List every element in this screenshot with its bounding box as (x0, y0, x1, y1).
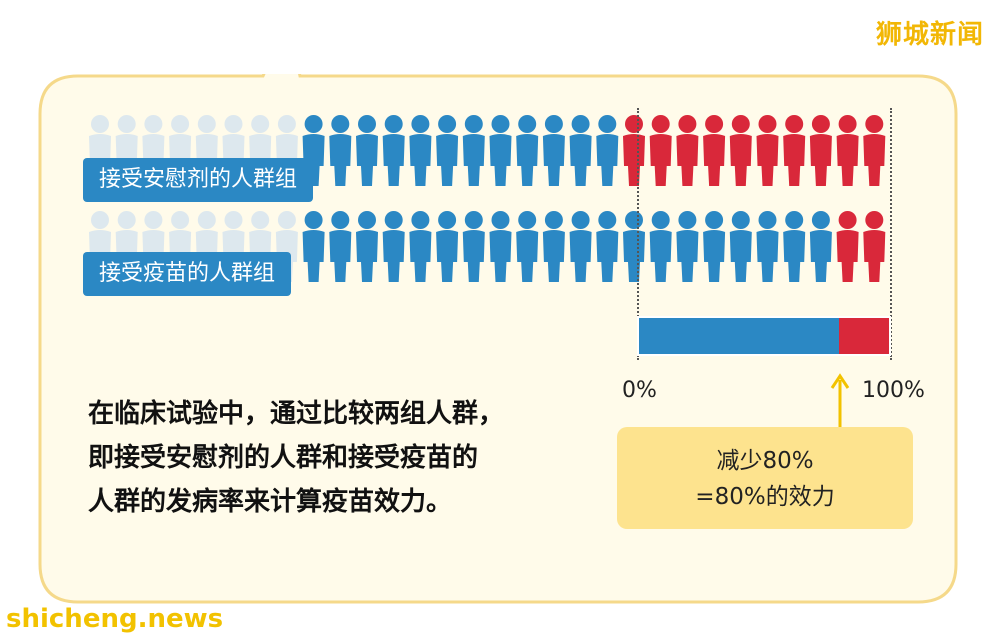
healthy-person-icon (596, 115, 619, 186)
sick-person-icon (676, 115, 699, 186)
placebo-group-label: 接受安慰剂的人群组 (83, 158, 314, 202)
callout-line-1: 减少80% (716, 448, 814, 474)
healthy-person-icon (596, 211, 619, 282)
healthy-person-icon (489, 115, 512, 186)
healthy-person-icon (329, 211, 352, 282)
healthy-person-icon (783, 211, 806, 282)
watermark-logo-bottom: shicheng.news (6, 604, 224, 634)
healthy-person-icon (489, 211, 512, 282)
sick-person-icon (703, 115, 726, 186)
healthy-person-icon (542, 115, 565, 186)
healthy-person-icon (436, 115, 459, 186)
vaccine-group-label: 接受疫苗的人群组 (83, 252, 292, 296)
healthy-person-icon (409, 115, 432, 186)
sick-person-icon (783, 115, 806, 186)
healthy-person-icon (436, 211, 459, 282)
healthy-person-icon (676, 211, 699, 282)
callout-line-2: =80%的效力 (695, 484, 835, 510)
scale-end-line (890, 108, 892, 360)
efficacy-bar (637, 316, 891, 356)
healthy-person-icon (516, 211, 539, 282)
scale-start-line (637, 108, 639, 360)
efficacy-callout: 减少80% =80%的效力 (617, 427, 913, 529)
healthy-person-icon (409, 211, 432, 282)
healthy-person-icon (703, 211, 726, 282)
description-text: 在临床试验中，通过比较两组人群， 即接受安慰剂的人群和接受疫苗的 人群的发病率来… (88, 392, 588, 524)
sick-person-icon (729, 115, 752, 186)
reduction-segment (639, 318, 839, 354)
healthy-person-icon (729, 211, 752, 282)
healthy-person-icon (649, 211, 672, 282)
healthy-person-icon (569, 115, 592, 186)
healthy-person-icon (623, 211, 645, 282)
healthy-person-icon (302, 211, 325, 282)
sick-person-icon (836, 211, 859, 282)
remaining-segment (839, 318, 889, 354)
watermark-logo-top: 狮城新闻 (875, 20, 984, 50)
description-line-3: 人群的发病率来计算疫苗效力。 (88, 487, 453, 517)
description-line-1: 在临床试验中，通过比较两组人群， (88, 399, 505, 429)
healthy-person-icon (382, 115, 405, 186)
healthy-person-icon (382, 211, 405, 282)
sick-person-icon (809, 115, 832, 186)
sick-person-icon (863, 115, 886, 186)
sick-person-icon (756, 115, 779, 186)
healthy-person-icon (356, 115, 378, 186)
healthy-person-icon (569, 211, 592, 282)
healthy-person-icon (329, 115, 352, 186)
healthy-person-icon (462, 211, 485, 282)
description-line-2: 即接受安慰剂的人群和接受疫苗的 (88, 443, 479, 473)
sick-person-icon (863, 211, 886, 282)
healthy-person-icon (756, 211, 779, 282)
healthy-person-icon (356, 211, 378, 282)
sick-person-icon (649, 115, 672, 186)
healthy-person-icon (542, 211, 565, 282)
scale-min-label: 0% (622, 378, 657, 403)
scale-max-label: 100% (862, 378, 925, 403)
sick-person-icon (836, 115, 859, 186)
up-arrow-icon (830, 373, 850, 430)
sick-person-icon (623, 115, 645, 186)
healthy-person-icon (516, 115, 539, 186)
healthy-person-icon (809, 211, 832, 282)
healthy-person-icon (462, 115, 485, 186)
